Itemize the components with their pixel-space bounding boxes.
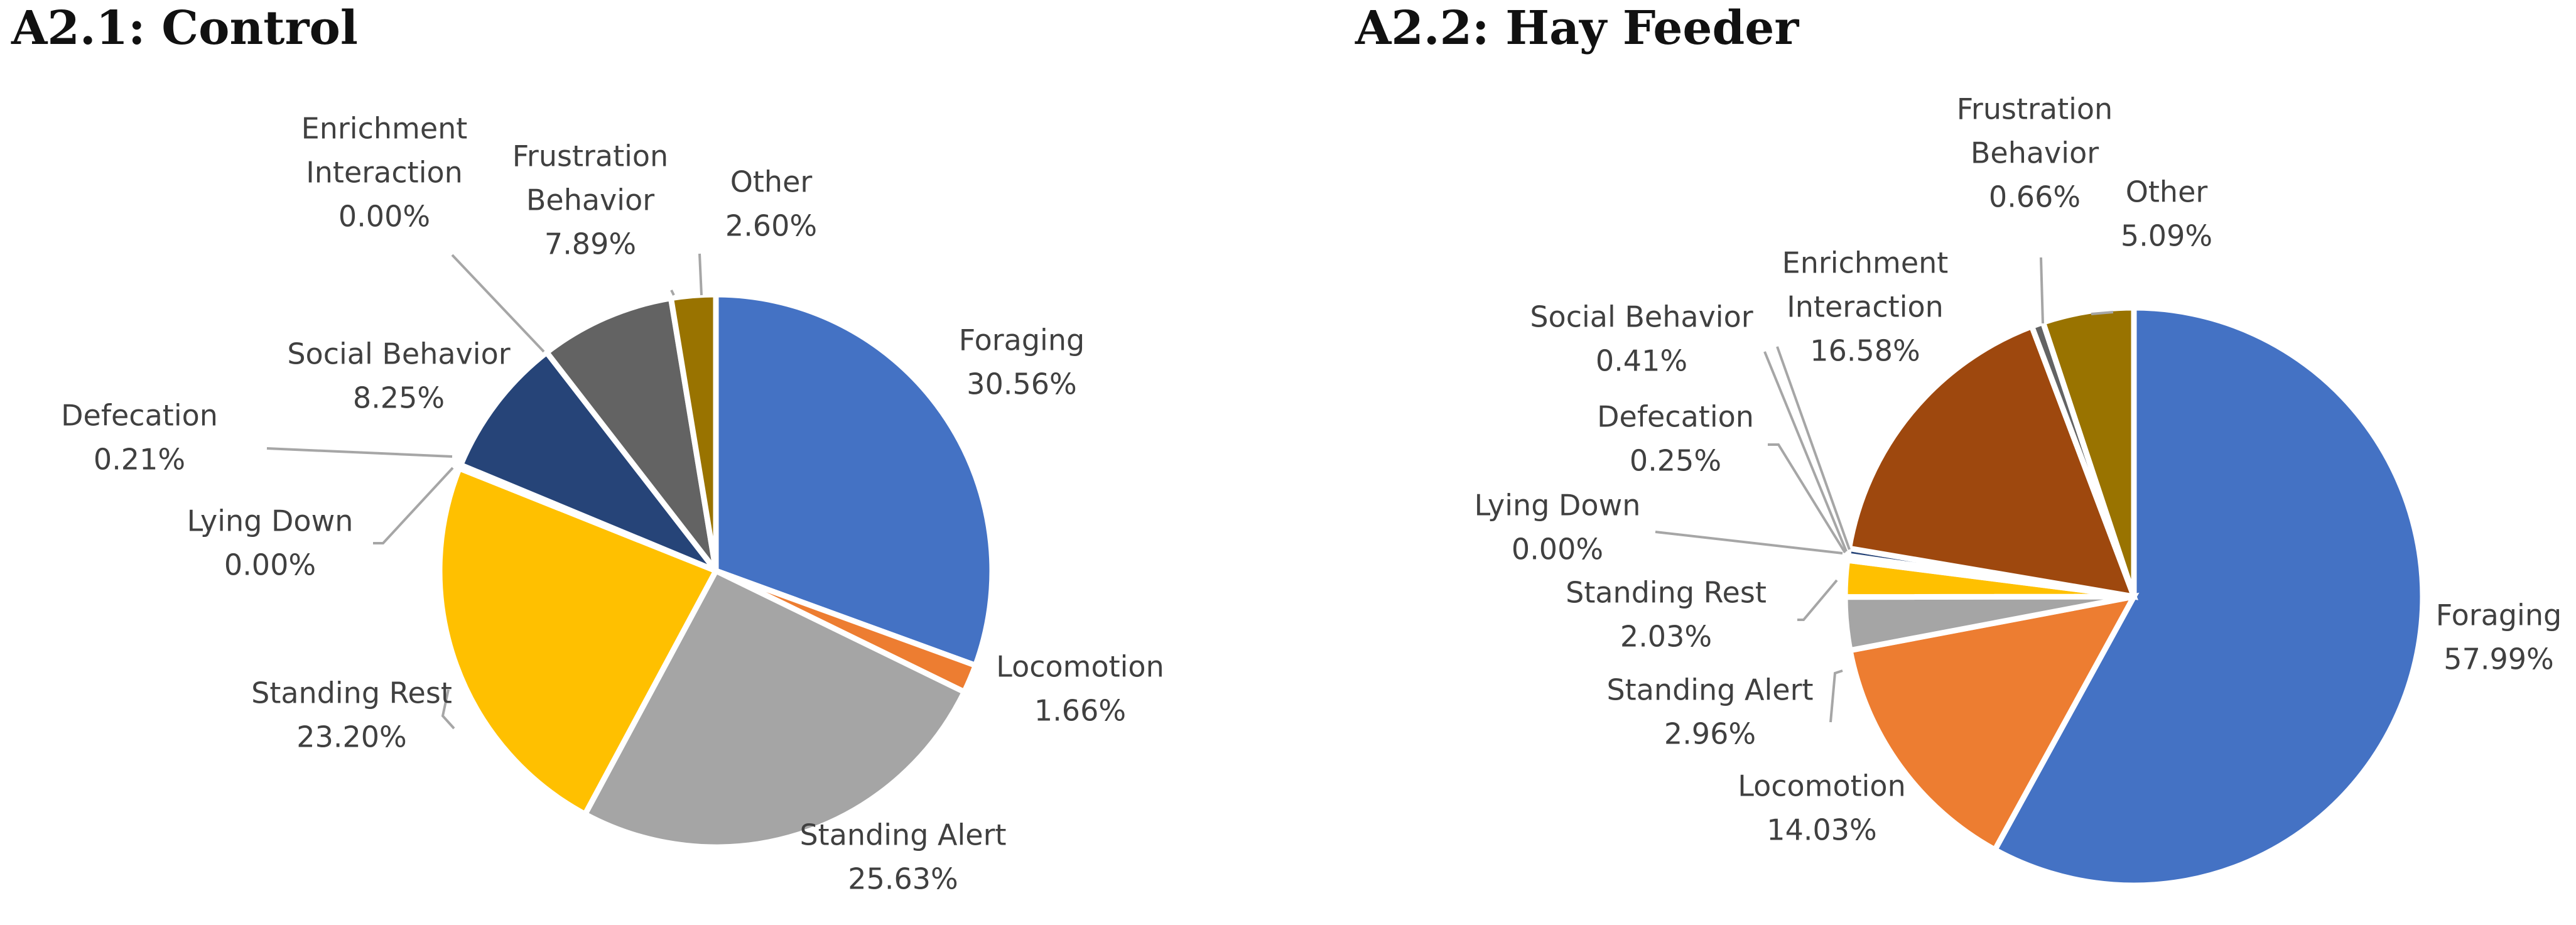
chart-title: A2.1: Control [11, 1, 358, 55]
data-label-other: Other 2.60% [725, 165, 817, 243]
leader-line-frustration-behavior [2040, 257, 2044, 324]
pie-slices [1842, 305, 2426, 889]
pie-chart-control: A2.1: Control Foraging 30.56% Locomotion 1.… [11, 1, 1164, 896]
data-label-social-behavior: Social Behavior 8.25% [287, 337, 510, 415]
pie-slice-social-behavior [457, 348, 725, 578]
data-label-standing-rest: Standing Rest 2.03% [1566, 576, 1767, 654]
pie-slices [436, 291, 995, 850]
pie-slice-foraging [713, 291, 995, 669]
data-label-lying-down: Lying Down 0.00% [187, 504, 354, 582]
data-label-defecation: Defecation 0.21% [61, 399, 218, 477]
data-label-locomotion: Locomotion 14.03% [1738, 769, 1905, 847]
pie-slice-locomotion [1846, 592, 2140, 854]
data-label-foraging: Foraging 57.99% [2436, 598, 2562, 676]
chart-title: A2.2: Hay Feeder [1355, 1, 1799, 55]
data-label-lying-down: Lying Down 0.00% [1475, 489, 1641, 566]
data-label-other: Other 5.09% [2121, 175, 2212, 253]
data-label-frustration-behavior: Frustration Behavior 0.66% [1957, 92, 2113, 214]
data-label-standing-alert: Standing Alert 25.63% [799, 818, 1006, 896]
pie-slice-other [668, 291, 719, 571]
data-label-foraging: Foraging 30.56% [959, 323, 1085, 401]
pie-slice-frustration-behavior [543, 295, 719, 573]
leader-line-standing-alert [1829, 669, 1843, 723]
data-label-standing-rest: Standing Rest 23.20% [251, 676, 452, 754]
data-label-enrichment-interaction: Enrichment Interaction 0.00% [301, 112, 468, 234]
pie-slice-enrichment-interaction [1846, 322, 2138, 600]
leader-line-lying-down [1655, 531, 1843, 554]
leader-line-standing-rest [1797, 579, 1838, 621]
pie-slice-foraging [1991, 305, 2426, 889]
data-label-standing-alert: Standing Alert 2.96% [1606, 673, 1813, 751]
leader-line-other [698, 253, 703, 296]
pie-chart-hay-feeder: A2.2: Hay Feeder Foraging 57.99% Locomotio… [1355, 1, 2562, 889]
data-label-frustration-behavior: Frustration Behavior 7.89% [512, 139, 668, 261]
data-label-defecation: Defecation 0.25% [1597, 400, 1754, 478]
data-label-social-behavior: Social Behavior 0.41% [1530, 300, 1753, 378]
data-label-locomotion: Locomotion 1.66% [996, 650, 1164, 728]
leader-line-defecation [266, 447, 453, 458]
leader-line-lying-down [373, 467, 454, 544]
leader-line-other [2091, 311, 2114, 315]
leader-line-frustration-behavior [670, 289, 675, 296]
leader-line-social-behavior [1763, 351, 1848, 552]
leader-line-enrichment-interaction [451, 254, 545, 353]
pie-slice-other [2039, 305, 2137, 598]
leader-line-defecation [1768, 443, 1846, 554]
leader-line-standing-rest [441, 689, 455, 730]
leader-line-enrichment-interaction [1776, 346, 1851, 550]
pie-slice-standing-rest [436, 464, 720, 818]
data-label-enrichment-interaction: Enrichment Interaction 16.58% [1782, 246, 1949, 368]
